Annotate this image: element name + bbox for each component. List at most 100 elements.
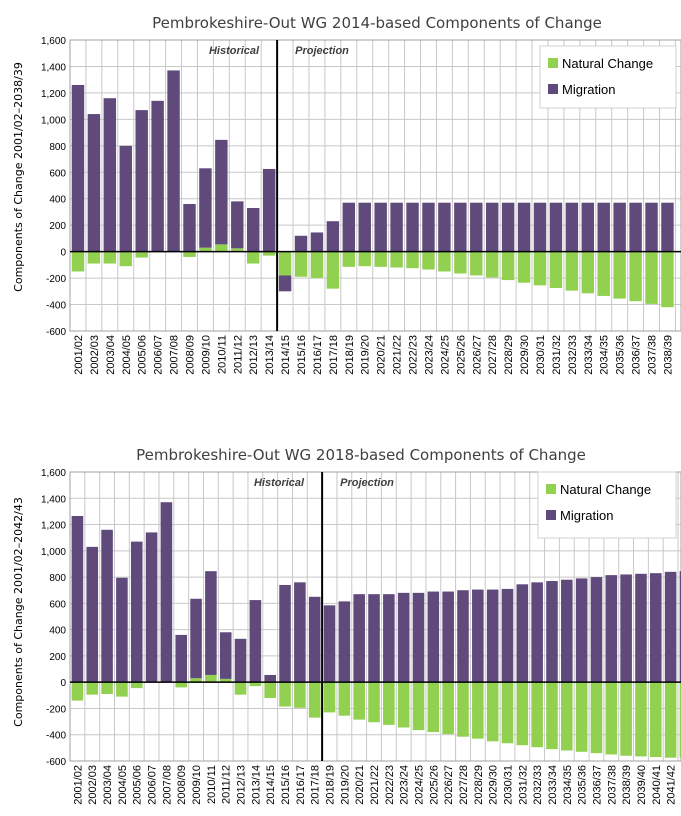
- x-tick-label: 2015/16: [280, 765, 292, 805]
- projection-annotation: Projection: [295, 45, 349, 57]
- x-tick-label: 2013/14: [250, 765, 262, 805]
- migration-bar: [501, 202, 515, 252]
- migration-bar: [160, 502, 173, 683]
- natural-change-bar: [472, 682, 484, 739]
- x-tick-label: 2011/12: [221, 765, 233, 804]
- x-tick-label: 2004/05: [117, 765, 129, 805]
- legend-box: [537, 471, 677, 539]
- natural-change-bar: [279, 682, 291, 707]
- x-tick-label: 2039/40: [636, 765, 648, 805]
- migration-bar: [71, 516, 84, 683]
- legend: Natural Change Migration: [537, 471, 677, 539]
- x-tick-label: 2021/22: [369, 765, 381, 805]
- x-tick-label: 2035/36: [615, 335, 627, 375]
- migration-bar: [116, 577, 128, 683]
- migration-bar: [231, 201, 244, 249]
- x-tick-label: 2014/15: [265, 765, 277, 805]
- natural-change-bar: [116, 682, 128, 697]
- chart-2014-based: Pembrokeshire-Out WG 2014-based Componen…: [0, 0, 681, 380]
- y-axis-label: Components of Change 2001/02–2042/43: [12, 497, 25, 727]
- x-tick-label: 2014/15: [280, 335, 292, 375]
- x-tick-label: 2007/08: [161, 765, 173, 805]
- y-tick-label: 0: [60, 248, 66, 259]
- natural-change-bar: [629, 251, 642, 302]
- natural-change-bar: [199, 247, 212, 252]
- migration-bar: [412, 592, 425, 683]
- x-tick-label: 2036/37: [631, 335, 643, 375]
- y-tick-label: -600: [46, 757, 66, 768]
- natural-change-bar: [516, 682, 529, 746]
- x-tick-label: 2032/33: [567, 335, 579, 375]
- migration-bar: [183, 204, 196, 252]
- migration-bar: [323, 605, 336, 683]
- x-tick-label: 2029/30: [519, 335, 531, 375]
- natural-change-bar: [575, 682, 588, 752]
- migration-bar: [629, 202, 642, 252]
- migration-bar: [205, 571, 217, 675]
- legend-label-natural-change: Natural Change: [562, 56, 653, 71]
- x-tick-label: 2005/06: [132, 765, 144, 805]
- migration-bar: [310, 232, 324, 252]
- x-tick-label: 2028/29: [503, 335, 515, 375]
- migration-bar: [86, 546, 99, 683]
- x-tick-label: 2018/19: [344, 335, 356, 375]
- x-tick-label: 2009/10: [200, 335, 212, 375]
- legend-swatch-natural-change: [548, 58, 558, 68]
- x-tick-label: 2037/38: [647, 335, 659, 375]
- y-tick-label: 1,600: [41, 468, 66, 479]
- migration-bar: [427, 591, 440, 683]
- x-tick-label: 2033/34: [583, 335, 595, 375]
- x-tick-label: 2007/08: [169, 335, 181, 375]
- natural-change-bar: [135, 251, 148, 258]
- migration-bar: [581, 202, 595, 252]
- natural-change-bar: [119, 251, 132, 267]
- migration-bar: [87, 114, 101, 252]
- natural-change-bar: [353, 682, 365, 720]
- y-tick-label: 800: [49, 573, 66, 584]
- projection-annotation: Projection: [340, 477, 394, 489]
- migration-bar: [454, 202, 467, 252]
- historical-annotation: Historical: [254, 477, 305, 489]
- x-tick-label: 2025/26: [455, 335, 467, 375]
- natural-change-bar: [183, 251, 196, 257]
- migration-bar: [71, 84, 85, 252]
- natural-change-bar: [531, 682, 543, 748]
- migration-bar: [135, 110, 148, 252]
- natural-change-bar: [549, 251, 563, 289]
- natural-change-bar: [262, 251, 276, 256]
- x-tick-label: 2006/07: [153, 335, 165, 375]
- natural-change-bar: [71, 682, 84, 701]
- natural-change-bar: [374, 251, 387, 267]
- natural-change-bar: [412, 682, 425, 731]
- x-tick-label: 2030/31: [535, 335, 547, 375]
- migration-bar: [390, 202, 403, 252]
- x-tick-label: 2010/11: [206, 765, 218, 804]
- natural-change-bar: [219, 678, 232, 683]
- natural-change-bar: [397, 682, 410, 728]
- x-tick-label: 2032/33: [532, 765, 544, 805]
- natural-change-bar: [590, 682, 603, 754]
- migration-bar: [264, 674, 276, 683]
- natural-change-bar: [294, 251, 308, 277]
- chart-2014-svg: Pembrokeshire-Out WG 2014-based Componen…: [12, 14, 681, 375]
- x-tick-label: 2027/28: [487, 335, 499, 375]
- natural-change-bar: [485, 251, 499, 278]
- migration-bar: [219, 632, 232, 679]
- migration-bar: [422, 202, 435, 252]
- migration-bar: [597, 202, 610, 252]
- natural-change-bar: [326, 251, 340, 289]
- x-tick-label: 2005/06: [137, 335, 149, 375]
- x-tick-label: 2018/19: [325, 765, 337, 805]
- migration-bar: [374, 202, 387, 252]
- y-tick-label: 1,200: [41, 89, 66, 100]
- migration-bar: [517, 202, 531, 252]
- migration-bar: [294, 582, 306, 683]
- x-tick-label: 2019/20: [339, 765, 351, 805]
- natural-change-bar: [342, 251, 356, 267]
- x-tick-label: 2038/39: [621, 765, 633, 805]
- x-tick-label: 2008/09: [176, 765, 188, 805]
- y-tick-label: 800: [49, 142, 66, 153]
- natural-change-bar: [438, 251, 451, 272]
- natural-change-bar: [205, 674, 217, 683]
- x-tick-label: 2041/42: [666, 765, 678, 805]
